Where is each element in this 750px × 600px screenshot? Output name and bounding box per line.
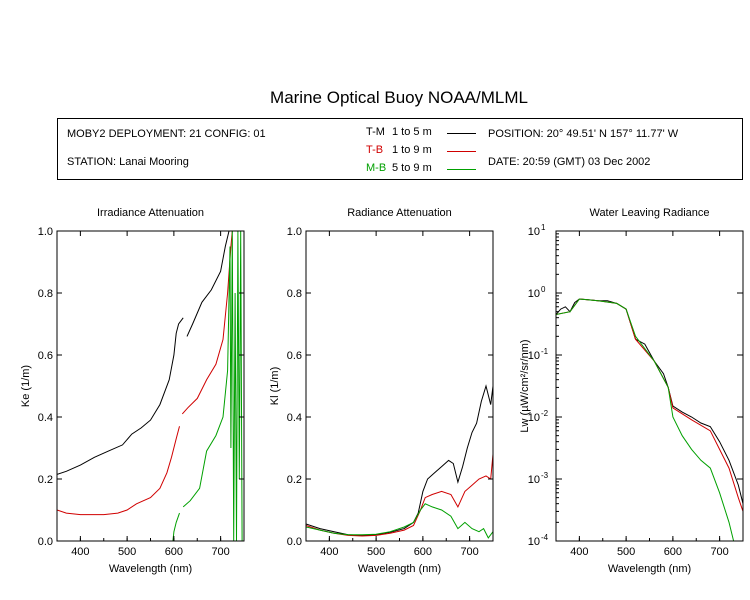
subplot-title: Water Leaving Radiance <box>589 207 709 219</box>
y-axis-label: Kl (1/m) <box>269 367 281 406</box>
series-m-b-line <box>306 503 493 539</box>
position-text: POSITION: 20° 49.51' N 157° 11.77' W <box>488 128 679 140</box>
y-tick-label: 10 <box>528 350 540 362</box>
x-axis-label: Wavelength (nm) <box>608 563 691 575</box>
chart-title: Marine Optical Buoy NOAA/MLML <box>270 88 528 107</box>
x-axis-label: Wavelength (nm) <box>109 563 192 575</box>
deployment-text: MOBY2 DEPLOYMENT: 21 CONFIG: 01 <box>67 128 266 140</box>
legend-code-tb: T-B <box>366 144 384 156</box>
y-tick-label: 0.6 <box>38 350 53 362</box>
y-tick-exponent: -4 <box>541 533 549 542</box>
x-tick-label: 400 <box>570 546 588 558</box>
y-tick-label: 0.0 <box>38 536 53 548</box>
plot-frame <box>56 230 245 542</box>
y-tick-exponent: -1 <box>541 347 549 356</box>
y-tick-label: 10 <box>528 226 540 238</box>
legend-range-tm: 1 to 5 m <box>392 126 432 138</box>
y-tick-label: 10 <box>528 288 540 300</box>
y-tick-label: 10 <box>528 412 540 424</box>
x-tick-label: 700 <box>460 546 478 558</box>
plot-frame <box>305 230 494 542</box>
series-t-m-line <box>556 298 743 504</box>
legend-line-tm <box>447 133 476 134</box>
y-tick-label: 0.0 <box>287 536 302 548</box>
legend-line-tb <box>447 151 476 152</box>
y-tick-label: 0.2 <box>287 474 302 486</box>
legend-range-mb: 5 to 9 m <box>392 162 432 174</box>
series-t-b-line <box>306 454 493 537</box>
y-tick-exponent: -3 <box>541 471 549 480</box>
x-axis-label: Wavelength (nm) <box>358 563 441 575</box>
y-tick-label: 0.6 <box>287 350 302 362</box>
legend-code-mb: M-B <box>366 162 387 174</box>
series-t-b-line <box>181 231 233 415</box>
subplot-title: Radiance Attenuation <box>347 207 452 219</box>
y-axis-label: Ke (1/m) <box>20 365 32 407</box>
y-tick-label: 0.8 <box>287 288 302 300</box>
series-t-m-line <box>186 231 230 337</box>
y-tick-label: 0.4 <box>38 412 53 424</box>
y-tick-label: 1.0 <box>287 226 302 238</box>
x-tick-label: 700 <box>211 546 229 558</box>
series-m-b-line <box>182 231 243 541</box>
x-tick-label: 600 <box>414 546 432 558</box>
legend-line-mb <box>447 169 476 170</box>
x-tick-label: 600 <box>165 546 183 558</box>
series-t-m-line <box>306 384 493 536</box>
y-tick-exponent: -2 <box>541 409 549 418</box>
x-tick-label: 700 <box>710 546 728 558</box>
series-t-m-line <box>57 317 184 475</box>
x-tick-label: 400 <box>320 546 338 558</box>
y-tick-label: 10 <box>528 474 540 486</box>
series-m-b-line <box>556 298 735 541</box>
y-tick-label: 0.2 <box>38 474 53 486</box>
x-tick-label: 600 <box>664 546 682 558</box>
x-tick-label: 500 <box>367 546 385 558</box>
y-tick-label: 1.0 <box>38 226 53 238</box>
x-tick-label: 400 <box>71 546 89 558</box>
x-tick-label: 500 <box>617 546 635 558</box>
date-text: DATE: 20:59 (GMT) 03 Dec 2002 <box>488 156 651 168</box>
y-tick-label: 10 <box>528 536 540 548</box>
info-box: MOBY2 DEPLOYMENT: 21 CONFIG: 01 STATION:… <box>57 118 743 180</box>
legend-range-tb: 1 to 9 m <box>392 144 432 156</box>
subplot-title: Irradiance Attenuation <box>97 207 204 219</box>
plot-frame <box>555 230 744 542</box>
chart-1: 400 500 600 700 0.0 0.2 0.4 0.6 0.8 1.0 Irradiance… <box>20 207 245 575</box>
series-t-b-line <box>57 426 180 516</box>
x-tick-label: 500 <box>118 546 136 558</box>
y-tick-exponent: 1 <box>541 223 546 232</box>
chart-2: 400 500 600 700 0.0 0.2 0.4 0.6 0.8 1.0 Radiance A… <box>269 207 494 575</box>
y-tick-label: 0.8 <box>38 288 53 300</box>
y-tick-exponent: 0 <box>541 285 546 294</box>
legend-code-tm: T-M <box>366 126 385 138</box>
station-text: STATION: Lanai Mooring <box>67 156 189 168</box>
y-tick-label: 0.4 <box>287 412 302 424</box>
y-axis-label: Lw (µW/cm²/sr/nm) <box>519 339 531 432</box>
